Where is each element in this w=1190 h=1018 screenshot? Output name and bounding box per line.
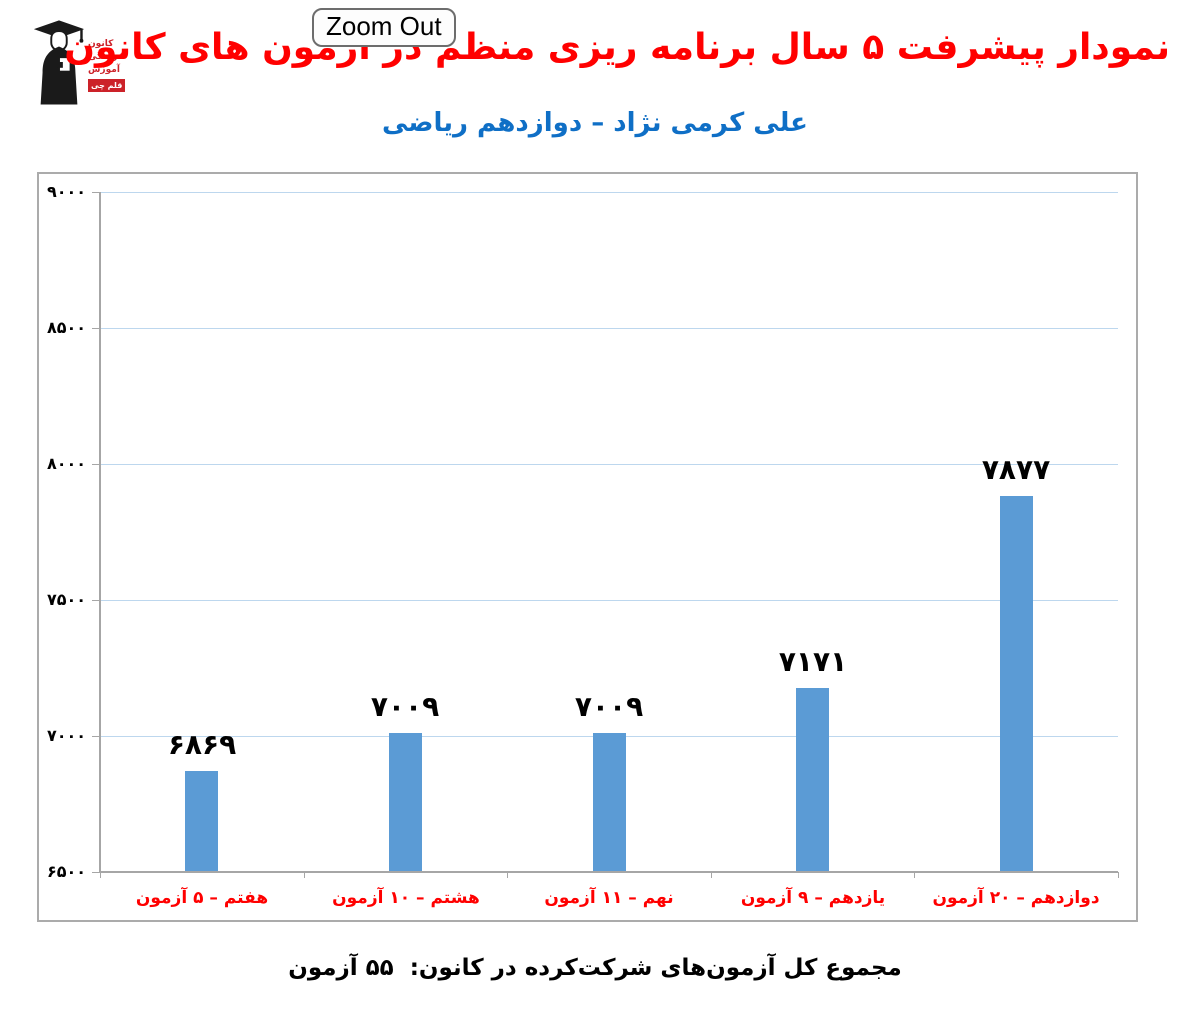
category-label: هفتم – ۵ آزمون (135, 888, 269, 908)
y-axis-label: ۸۵۰۰ (46, 318, 86, 337)
x-axis-tick (1118, 872, 1119, 878)
category-label: نهم – ۱۱ آزمون (544, 888, 674, 908)
x-axis-tick (304, 872, 305, 878)
y-axis-label: ۶۵۰۰ (46, 862, 86, 881)
x-axis-tick (507, 872, 508, 878)
gridline (100, 328, 1118, 329)
bar (185, 771, 218, 871)
logo-line-2: فرهنگی (88, 52, 124, 62)
kanoon-logo: کانون فرهنگی آموزش قلم چی (30, 16, 126, 108)
bar-value-label: ۷۸۷۷ (981, 453, 1051, 486)
bar-value-label: ۷۰۰۹ (370, 690, 440, 723)
y-axis-tick (92, 736, 100, 737)
y-axis-label: ۷۰۰۰ (46, 726, 86, 745)
category-label: هشتم – ۱۰ آزمون (332, 888, 480, 908)
logo-text: کانون فرهنگی آموزش قلم چی (88, 16, 126, 108)
chart-title: نمودار پیشرفت ۵ سال برنامه ریزی منظم در … (64, 27, 1170, 68)
gridline (100, 192, 1118, 193)
gridline (100, 600, 1118, 601)
y-axis-label: ۸۰۰۰ (46, 454, 86, 473)
bar (389, 733, 422, 871)
category-label: یازدهم – ۹ آزمون (740, 888, 886, 908)
bar-value-label: ۶۸۶۹ (167, 728, 237, 761)
y-axis-label: ۹۰۰۰ (46, 182, 86, 201)
logo-line-3: آموزش (88, 65, 120, 75)
y-axis-tick (92, 328, 100, 329)
bar (796, 688, 829, 871)
category-label: دوازدهم – ۲۰ آزمون (932, 888, 1100, 908)
logo-badge: قلم چی (88, 79, 126, 92)
y-axis-tick (92, 600, 100, 601)
zoom-out-button[interactable]: Zoom Out (312, 8, 456, 47)
bar-chart: ۶۵۰۰ ۷۰۰۰ ۷۵۰۰ ۸۰۰۰ ۸۵۰۰ ۹۰۰۰ ۶۸۶۹ هفتم – ۵ آزم… (37, 172, 1138, 922)
y-axis-tick (92, 872, 100, 873)
gridline (100, 464, 1118, 465)
y-axis-tick (92, 464, 100, 465)
logo-line-1: کانون (88, 39, 114, 49)
y-axis-tick (92, 192, 100, 193)
y-axis-line (99, 192, 101, 872)
graduate-icon (33, 20, 85, 105)
bar-value-label: ۷۰۰۹ (574, 690, 644, 723)
x-axis-line (100, 871, 1118, 873)
x-axis-tick (914, 872, 915, 878)
total-exams-note: مجموع کل آزمون‌های شرکت‌کرده در کانون: ۵… (288, 955, 902, 981)
chart-subtitle: علی کرمی نژاد – دوازدهم ریاضی (382, 108, 808, 138)
bar (593, 733, 626, 871)
x-axis-tick (100, 872, 101, 878)
bar-value-label: ۷۱۷۱ (778, 645, 848, 678)
bar (1000, 496, 1033, 871)
x-axis-tick (711, 872, 712, 878)
y-axis-label: ۷۵۰۰ (46, 590, 86, 609)
